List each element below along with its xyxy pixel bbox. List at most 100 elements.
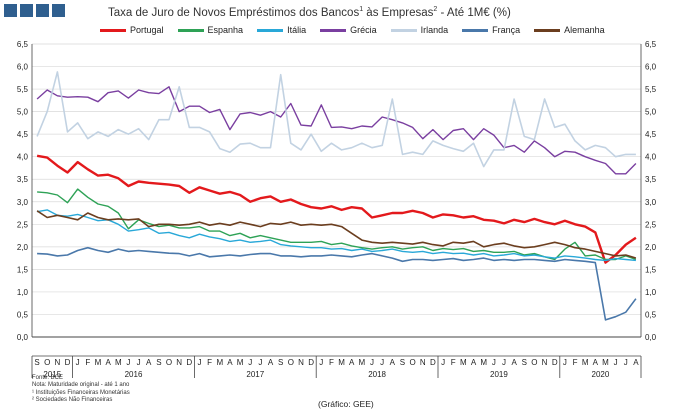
legend-swatch: [390, 28, 417, 32]
x-tick-label: A: [349, 358, 355, 367]
x-tick-label: F: [85, 358, 90, 367]
series-line-italia: [36, 209, 636, 262]
x-tick-label: J: [563, 358, 567, 367]
y-tick-label-right: 0,0: [645, 333, 657, 342]
x-tick-label: J: [492, 358, 496, 367]
x-tick-label: S: [34, 358, 39, 367]
x-tick-label: J: [370, 358, 374, 367]
legend-label: Irlanda: [420, 25, 449, 35]
x-tick-label: F: [451, 358, 456, 367]
x-tick-label: N: [298, 358, 304, 367]
y-tick-label-left: 3,0: [17, 198, 29, 207]
y-tick-label-left: 5,0: [17, 108, 29, 117]
series-line-alemanha: [36, 210, 637, 259]
x-tick-label: J: [624, 358, 628, 367]
legend-swatch: [100, 28, 126, 32]
x-tick-label: N: [54, 358, 60, 367]
x-tick-label: J: [137, 358, 141, 367]
legend-label: Alemanha: [564, 25, 605, 35]
legend-swatch: [534, 28, 561, 32]
y-tick-label-left: 0,0: [17, 333, 29, 342]
legend-label: Portugal: [130, 25, 164, 35]
x-tick-label: O: [166, 358, 172, 367]
y-tick-label-left: 4,0: [17, 153, 29, 162]
legend-swatch: [320, 28, 347, 32]
x-tick-label: M: [115, 358, 122, 367]
x-tick-label: D: [308, 358, 314, 367]
y-tick-label-left: 3,5: [17, 175, 29, 184]
legend-label: Itália: [287, 25, 307, 35]
x-tick-label: M: [216, 358, 223, 367]
series-line-espanha: [37, 188, 637, 261]
chart-title: Taxa de Juro de Novos Empréstimos dos Ba…: [108, 6, 628, 19]
x-tick-label: S: [278, 358, 283, 367]
x-tick-label: S: [156, 358, 161, 367]
y-tick-label-right: 3,0: [645, 198, 657, 207]
year-label: 2018: [368, 370, 386, 379]
y-tick-label-left: 1,5: [17, 265, 29, 274]
logo-square: [4, 4, 17, 17]
y-tick-label-left: 5,5: [17, 85, 29, 94]
y-tick-label-right: 2,0: [645, 243, 657, 252]
legend-item: Alemanha: [534, 25, 605, 35]
title-mid: às Empresas: [363, 6, 434, 19]
y-tick-label-right: 5,0: [645, 108, 657, 117]
y-tick-label-right: 6,5: [645, 40, 657, 49]
y-tick-label-right: 5,5: [645, 85, 657, 94]
logo-square: [36, 4, 49, 17]
x-tick-label: M: [602, 358, 609, 367]
y-tick-label-left: 4,5: [17, 130, 29, 139]
legend-label: Espanha: [207, 25, 244, 35]
legend-swatch: [462, 28, 489, 32]
note-maturity: Nota: Maturidade original - até 1 ano: [32, 382, 130, 389]
x-tick-label: M: [95, 358, 102, 367]
x-tick-label: A: [471, 358, 477, 367]
x-tick-label: J: [248, 358, 252, 367]
x-tick-label: A: [268, 358, 274, 367]
y-tick-label-left: 6,0: [17, 63, 29, 72]
y-tick-label-left: 2,5: [17, 220, 29, 229]
x-tick-label: M: [460, 358, 467, 367]
x-tick-label: O: [44, 358, 50, 367]
x-tick-label: A: [390, 358, 396, 367]
x-tick-label: J: [126, 358, 130, 367]
title-sup-1: 1: [359, 6, 364, 13]
x-tick-label: D: [186, 358, 192, 367]
note-ifm: ¹ Instituições Financeiras Monetárias: [32, 389, 130, 396]
y-tick-label-right: 2,5: [645, 220, 657, 229]
legend-item: Irlanda: [390, 25, 449, 35]
x-tick-label: J: [76, 358, 80, 367]
legend-swatch: [257, 28, 284, 32]
x-tick-label: N: [176, 358, 182, 367]
gee-logo: [4, 4, 65, 17]
year-label: 2015: [43, 370, 61, 379]
x-tick-label: F: [329, 358, 334, 367]
chart-legend: Portugal Espanha Itália Grécia Irlanda França…: [100, 25, 605, 35]
x-tick-label: J: [258, 358, 262, 367]
x-tick-label: J: [197, 358, 201, 367]
x-tick-label: A: [105, 358, 111, 367]
x-tick-label: D: [430, 358, 436, 367]
logo-square: [52, 4, 65, 17]
x-tick-label: D: [552, 358, 558, 367]
series-line-grecia: [36, 86, 637, 175]
x-tick-label: N: [542, 358, 548, 367]
logo-square: [20, 4, 33, 17]
x-tick-label: M: [359, 358, 366, 367]
x-tick-label: M: [338, 358, 345, 367]
x-tick-label: O: [288, 358, 294, 367]
x-tick-label: A: [227, 358, 233, 367]
legend-item: Itália: [257, 25, 306, 35]
chart-notes: Fonte: BCE Nota: Maturidade original - a…: [32, 375, 130, 405]
legend-item: Portugal: [100, 25, 164, 35]
x-tick-label: O: [531, 358, 537, 367]
x-tick-label: A: [146, 358, 152, 367]
x-tick-label: F: [207, 358, 212, 367]
series-line-portugal: [36, 154, 637, 264]
x-tick-label: S: [400, 358, 405, 367]
legend-label: França: [492, 25, 521, 35]
legend-item: Grécia: [320, 25, 377, 35]
year-label: 2019: [490, 370, 508, 379]
y-tick-label-right: 1,5: [645, 265, 657, 274]
y-tick-label-left: 2,0: [17, 243, 29, 252]
